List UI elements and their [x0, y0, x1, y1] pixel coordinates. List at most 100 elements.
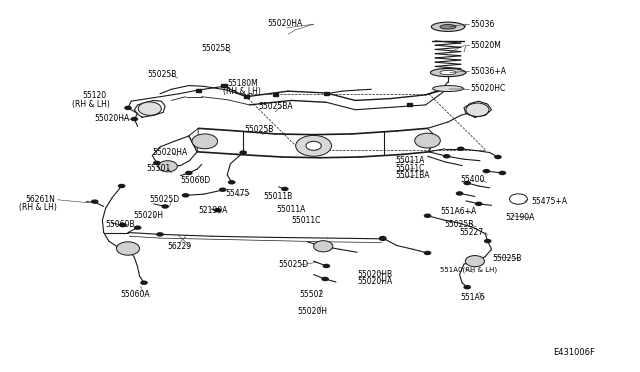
Text: 55011B: 55011B	[264, 192, 293, 201]
Text: 55475+A: 55475+A	[531, 197, 567, 206]
Circle shape	[91, 199, 99, 204]
Ellipse shape	[440, 70, 456, 75]
Circle shape	[138, 102, 161, 115]
Bar	[273, 93, 278, 96]
Circle shape	[185, 171, 193, 175]
Text: 55011C: 55011C	[291, 216, 321, 225]
Text: (RH & LH): (RH & LH)	[19, 203, 57, 212]
Text: 55060B: 55060B	[106, 220, 135, 229]
Circle shape	[463, 181, 471, 185]
Circle shape	[509, 194, 527, 204]
Circle shape	[119, 223, 127, 227]
Circle shape	[116, 242, 140, 255]
Circle shape	[281, 187, 289, 191]
Circle shape	[131, 117, 138, 121]
Text: 55020HA: 55020HA	[357, 278, 392, 286]
Text: 55501: 55501	[146, 164, 170, 173]
Circle shape	[323, 264, 330, 268]
Text: 55020HB: 55020HB	[357, 270, 392, 279]
Text: 551A6+A: 551A6+A	[440, 207, 477, 216]
Text: 55025D: 55025D	[278, 260, 308, 269]
Circle shape	[182, 193, 189, 198]
Text: 55020HC: 55020HC	[470, 84, 506, 93]
Circle shape	[379, 236, 387, 240]
Text: 55020HA: 55020HA	[268, 19, 303, 28]
Circle shape	[153, 161, 161, 165]
Text: 55502: 55502	[300, 290, 324, 299]
Text: 56229: 56229	[168, 242, 192, 251]
Text: 55020H: 55020H	[133, 211, 163, 219]
Text: 55020HA: 55020HA	[95, 114, 130, 123]
Circle shape	[296, 135, 332, 156]
Circle shape	[192, 134, 218, 149]
Circle shape	[219, 187, 227, 192]
Bar	[324, 92, 329, 95]
Circle shape	[483, 169, 490, 173]
Text: 55060D: 55060D	[180, 176, 211, 185]
Text: 55036: 55036	[470, 20, 495, 29]
Circle shape	[214, 208, 221, 212]
Text: 55011C: 55011C	[396, 164, 425, 173]
Ellipse shape	[440, 25, 456, 29]
Text: 551A6: 551A6	[461, 293, 485, 302]
Circle shape	[484, 239, 492, 243]
Text: 55180M: 55180M	[227, 79, 258, 88]
Ellipse shape	[430, 68, 466, 77]
Text: 55020M: 55020M	[470, 41, 501, 50]
Bar	[196, 89, 201, 92]
Circle shape	[463, 285, 471, 289]
Text: 52190A: 52190A	[506, 213, 535, 222]
Text: 55025B: 55025B	[493, 254, 522, 263]
Text: 55011A: 55011A	[276, 205, 306, 214]
Circle shape	[466, 103, 489, 116]
Ellipse shape	[431, 22, 465, 31]
Circle shape	[456, 191, 463, 196]
Text: 55025B: 55025B	[244, 125, 274, 134]
Bar	[221, 84, 227, 87]
Text: 55400: 55400	[461, 175, 485, 184]
Text: 55025B: 55025B	[202, 44, 231, 53]
Circle shape	[314, 241, 333, 252]
Text: 55025D: 55025D	[149, 195, 179, 204]
Text: 55025BA: 55025BA	[258, 102, 292, 110]
Circle shape	[140, 280, 148, 285]
Text: 55060A: 55060A	[120, 290, 150, 299]
Text: (RH & LH): (RH & LH)	[223, 87, 260, 96]
Circle shape	[124, 106, 132, 110]
Text: 55475: 55475	[225, 189, 250, 198]
Text: (RH & LH): (RH & LH)	[72, 100, 110, 109]
Text: 55036+A: 55036+A	[470, 67, 506, 76]
Bar	[407, 103, 412, 106]
Text: 55020H: 55020H	[298, 307, 328, 316]
Text: 55025B: 55025B	[147, 70, 177, 79]
Text: 56261N: 56261N	[26, 195, 56, 204]
Circle shape	[415, 133, 440, 148]
Text: 55227: 55227	[460, 228, 484, 237]
Text: 52190A: 52190A	[198, 206, 228, 215]
Circle shape	[321, 277, 329, 281]
Circle shape	[379, 237, 387, 241]
Circle shape	[465, 256, 484, 267]
Circle shape	[457, 147, 465, 151]
Text: 55025B: 55025B	[445, 220, 474, 229]
Circle shape	[443, 154, 451, 158]
Text: 55011BA: 55011BA	[396, 171, 430, 180]
Text: 551A0(RH & LH): 551A0(RH & LH)	[440, 266, 497, 273]
Text: 55011A: 55011A	[396, 156, 425, 165]
Circle shape	[161, 204, 169, 209]
Ellipse shape	[433, 86, 463, 92]
Circle shape	[158, 161, 177, 172]
Circle shape	[239, 150, 247, 155]
Circle shape	[499, 171, 506, 175]
Circle shape	[494, 155, 502, 159]
Circle shape	[475, 202, 483, 206]
Circle shape	[156, 232, 164, 237]
Circle shape	[424, 214, 431, 218]
Circle shape	[118, 184, 125, 188]
Circle shape	[306, 141, 321, 150]
Circle shape	[424, 251, 431, 255]
Circle shape	[228, 180, 236, 185]
Text: 55120: 55120	[82, 92, 106, 100]
Text: E431006F: E431006F	[554, 348, 595, 357]
Circle shape	[134, 225, 141, 230]
